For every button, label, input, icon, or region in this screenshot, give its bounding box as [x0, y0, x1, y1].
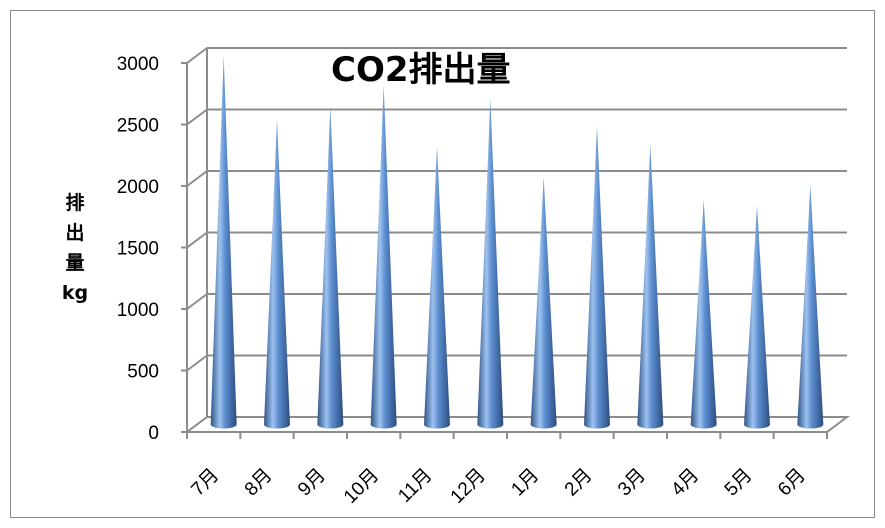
gridline-depth [186, 354, 208, 372]
bar-9月 [317, 105, 344, 429]
bar-cone [637, 144, 664, 429]
bar-1月 [530, 177, 557, 429]
x-tick-label: 6月 [774, 465, 810, 501]
gridline-depth [186, 108, 208, 126]
chart-frame: 0 500 1000 1500 2000 2500 3000 7月 8月 9月 10月 11月 12月… [10, 10, 875, 518]
bars [210, 55, 824, 429]
y-label-line: 排 [65, 191, 84, 214]
bar-4月 [690, 199, 717, 429]
x-tick-label: 4月 [667, 465, 703, 501]
bar-cone [264, 119, 290, 429]
y-axis-label: 排出量 kg [62, 191, 88, 304]
bar-5月 [744, 205, 770, 429]
bar-cone [424, 146, 450, 429]
bar-cone [317, 105, 344, 429]
bar-11月 [424, 146, 450, 429]
chart-title: CO2排出量 [331, 50, 511, 90]
bar-cone [477, 98, 504, 429]
x-tick-label: 1月 [507, 465, 543, 501]
y-label-line: 量 [65, 252, 84, 274]
bar-12月 [477, 98, 504, 429]
gridline-depth [186, 170, 208, 187]
y-tick-label: 2500 [117, 116, 159, 137]
bar-10月 [370, 85, 397, 429]
bar-8月 [264, 119, 290, 429]
x-tick-label: 8月 [241, 465, 277, 501]
x-tick-label: 9月 [294, 465, 330, 501]
gridline-depth [186, 47, 208, 64]
bar-cone [370, 85, 397, 429]
gridline-depth [186, 293, 208, 310]
y-label-line: kg [62, 282, 88, 304]
y-tick-label: 1000 [117, 300, 159, 321]
bar-cone [584, 125, 610, 429]
bar-6月 [797, 184, 824, 429]
bar-2月 [584, 125, 610, 429]
gridline-depth [186, 231, 208, 249]
x-tick-label: 3月 [614, 465, 650, 501]
x-tick-label: 12月 [447, 465, 490, 508]
y-tick-label: 2000 [117, 177, 159, 198]
bar-3月 [637, 144, 664, 429]
bar-cone [744, 205, 770, 429]
bar-cone [690, 199, 717, 429]
y-label-line: 出 [65, 221, 84, 244]
bar-cone [797, 184, 824, 429]
bar-cone [210, 55, 237, 429]
y-tick-label: 1500 [117, 239, 159, 260]
x-tick-label: 11月 [394, 465, 436, 507]
axes [181, 48, 850, 439]
grid-lines [186, 47, 847, 372]
bar-7月 [210, 55, 237, 429]
x-tick-labels: 7月 8月 9月 10月 11月 12月 1月 2月 3月 4月 5月 6月 [187, 465, 809, 508]
y-tick-label: 3000 [117, 54, 159, 75]
x-tick-label: 2月 [561, 465, 597, 501]
x-tick-label: 7月 [187, 465, 223, 501]
y-tick-labels: 0 500 1000 1500 2000 2500 3000 [117, 54, 159, 444]
x-tick-label: 10月 [340, 465, 383, 508]
x-tick-label: 5月 [721, 465, 757, 501]
y-tick-label: 0 [148, 423, 159, 444]
bar-cone [530, 177, 557, 429]
co2-chart: 0 500 1000 1500 2000 2500 3000 7月 8月 9月 10月 11月 12月… [62, 47, 850, 508]
y-tick-label: 500 [127, 362, 159, 383]
